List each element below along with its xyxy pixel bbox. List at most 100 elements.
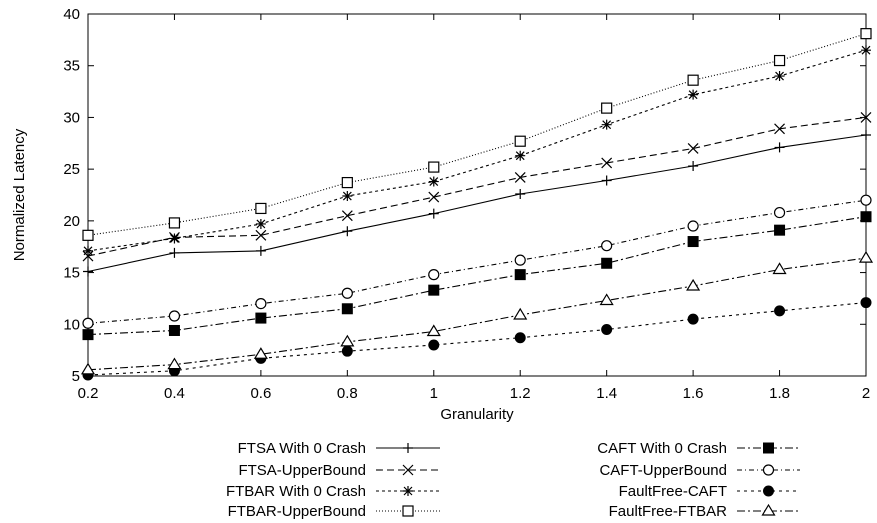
data-point: [428, 269, 440, 281]
plot-area: [87, 13, 867, 377]
data-point: [169, 247, 180, 258]
data-point: [514, 269, 526, 281]
data-point: [514, 171, 526, 183]
y-tick-label: 25: [63, 161, 80, 178]
series-3: [83, 45, 871, 256]
legend-item: CAFT With 0 Crash: [597, 440, 800, 457]
data-point: [774, 123, 785, 135]
x-tick-label: 1.8: [769, 385, 790, 402]
y-tick-label: 10: [63, 316, 80, 333]
legend-label: FaultFree-CAFT: [619, 483, 727, 500]
series-line: [87, 257, 867, 371]
x-tick-label: 2: [862, 385, 870, 402]
data-point: [342, 191, 353, 202]
legend-marker: [761, 503, 776, 516]
data-point: [255, 312, 267, 324]
data-point: [601, 102, 613, 114]
data-point: [774, 71, 785, 82]
x-tick-label: 1.6: [683, 385, 704, 402]
data-point: [83, 266, 93, 277]
x-tick-label: 1.2: [510, 385, 531, 402]
data-point: [82, 329, 94, 341]
data-point: [426, 324, 441, 337]
data-point: [255, 202, 267, 215]
series-line: [87, 199, 867, 324]
data-point: [255, 298, 267, 310]
x-tick-label: 0.6: [250, 385, 271, 402]
series-1: [83, 130, 871, 277]
data-point: [774, 224, 786, 236]
data-point: [82, 250, 94, 262]
y-tick-label: 40: [63, 6, 80, 23]
series-5: [82, 211, 872, 341]
data-point: [167, 357, 182, 370]
data-point: [169, 233, 180, 244]
y-tick-label: 35: [63, 58, 80, 75]
legend-item: FaultFree-FTBAR: [609, 503, 800, 520]
x-tick-label: 1: [430, 385, 438, 402]
data-point: [687, 143, 699, 154]
legend-marker: [403, 443, 413, 453]
series-layer: [80, 28, 874, 381]
y-axis: 5 10 15 20 25 30 35 40: [63, 6, 866, 385]
data-point: [428, 161, 440, 173]
x-axis: 0.2 0.4 0.6 0.8 1 1.2 1.4 1.6 1.8 2: [78, 14, 870, 402]
data-point: [860, 28, 872, 40]
y-tick-label: 15: [63, 265, 80, 282]
data-point: [514, 135, 526, 147]
data-point: [774, 142, 785, 153]
data-point: [80, 362, 96, 375]
series-line: [87, 302, 867, 376]
data-point: [773, 54, 786, 67]
data-point: [168, 217, 181, 229]
data-point: [255, 218, 266, 229]
data-point: [688, 161, 699, 172]
data-point: [428, 176, 439, 187]
data-point: [341, 345, 353, 357]
legend-marker: [403, 486, 413, 496]
x-tick-label: 0.2: [78, 385, 99, 402]
series-line: [87, 134, 867, 273]
legend-label: CAFT-UpperBound: [599, 462, 727, 479]
data-point: [858, 250, 874, 263]
data-point: [341, 176, 353, 189]
legend-marker: [402, 464, 414, 476]
y-tick-label: 5: [72, 368, 80, 385]
legend-label: FTBAR-UpperBound: [228, 503, 366, 520]
data-point: [860, 112, 872, 123]
plot-frame: [87, 13, 867, 377]
data-point: [687, 74, 699, 86]
legend-label: FTSA-UpperBound: [238, 462, 366, 479]
y-tick-label: 20: [63, 213, 80, 230]
data-point: [774, 305, 786, 317]
series-line: [87, 33, 867, 236]
data-point: [341, 303, 353, 315]
data-point: [82, 317, 94, 329]
data-point: [515, 150, 526, 161]
data-point: [688, 89, 699, 100]
data-point: [514, 254, 526, 266]
data-point: [341, 210, 353, 222]
data-point: [687, 313, 699, 325]
data-point: [772, 262, 787, 275]
data-point: [255, 229, 267, 241]
legend-label: FTSA With 0 Crash: [238, 440, 366, 457]
series-6: [82, 194, 872, 329]
data-point: [168, 310, 181, 322]
data-point: [860, 211, 872, 223]
data-point: [253, 347, 268, 359]
y-tick-label: 30: [63, 109, 80, 126]
x-tick-label: 0.8: [337, 385, 358, 402]
legend-marker: [402, 505, 414, 517]
legend-item: FaultFree-CAFT: [619, 483, 800, 500]
legend-label: CAFT With 0 Crash: [597, 440, 727, 457]
series-8: [80, 250, 874, 375]
data-point: [601, 175, 612, 186]
data-point: [687, 236, 699, 248]
legend-item: FTSA With 0 Crash: [238, 440, 440, 457]
data-point: [601, 157, 613, 169]
series-4: [82, 28, 872, 241]
data-point: [340, 334, 355, 347]
data-point: [687, 220, 699, 232]
